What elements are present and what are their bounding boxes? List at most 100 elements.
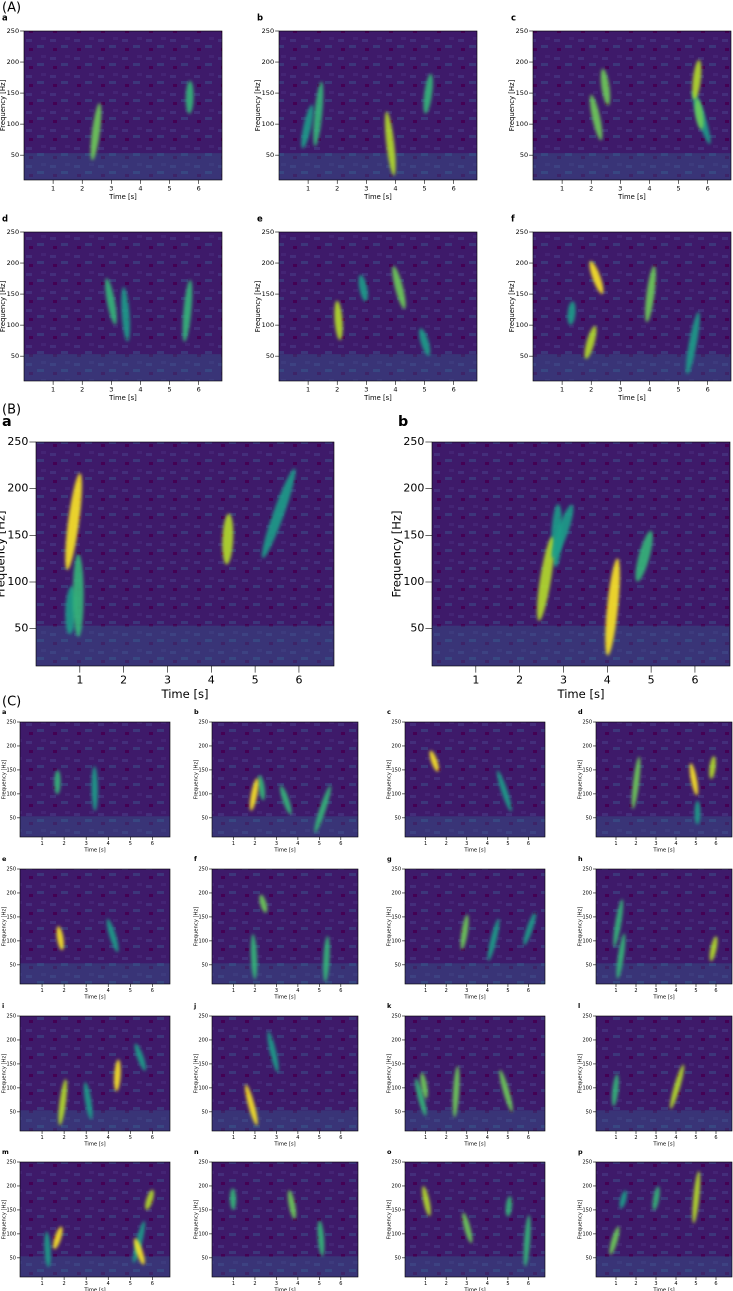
low-band (212, 963, 358, 984)
x-tick-label: 1 (40, 988, 43, 994)
call (605, 558, 620, 656)
call (185, 80, 194, 114)
x-tick-label: 6 (339, 841, 342, 847)
spectrogram (596, 869, 732, 984)
y-tick-label: 50 (202, 815, 208, 821)
call (106, 918, 119, 953)
y-tick-label: 100 (391, 1085, 401, 1091)
low-band (20, 1110, 170, 1131)
y-tick-label: 100 (391, 1231, 401, 1237)
x-tick-label: 6 (151, 988, 154, 994)
call (462, 1212, 473, 1244)
y-tick-label: 100 (403, 575, 424, 588)
x-tick-label: 5 (129, 841, 132, 847)
x-axis-label: Time [s] (363, 394, 392, 402)
y-tick-label: 50 (395, 1109, 401, 1115)
x-tick-label: 1 (560, 184, 564, 192)
y-tick-label: 200 (6, 743, 16, 749)
x-tick-label: 5 (677, 385, 681, 393)
panel-letter: m (2, 1148, 9, 1156)
panel-letter: e (257, 214, 263, 224)
y-tick-label: 100 (516, 120, 528, 128)
y-tick-label: 150 (262, 290, 274, 298)
x-tick-label: 2 (445, 841, 448, 847)
y-tick-label: 100 (7, 321, 19, 329)
y-tick-label: 150 (6, 1061, 16, 1067)
call (611, 1074, 619, 1107)
y-tick-label: 50 (10, 1109, 16, 1115)
low-band (20, 1256, 170, 1277)
low-band (596, 816, 732, 837)
y-tick-label: 50 (586, 1255, 592, 1261)
low-band (405, 963, 545, 984)
x-tick-label: 1 (232, 841, 235, 847)
call (257, 775, 266, 801)
panel-letter: d (2, 214, 8, 224)
x-tick-label: 6 (197, 385, 201, 393)
spectrogram-background (405, 1162, 545, 1277)
y-axis-label: Frequency [Hz] (254, 280, 262, 332)
call (58, 1078, 68, 1126)
call (267, 1031, 279, 1073)
x-tick-label: 2 (445, 1281, 448, 1287)
y-tick-label: 150 (198, 914, 208, 920)
x-tick-label: 4 (296, 1281, 299, 1287)
y-tick-label: 250 (6, 1160, 16, 1166)
panel-letter: c (511, 13, 516, 23)
x-axis-label: Time [s] (463, 1142, 485, 1148)
x-tick-label: 1 (614, 1281, 617, 1287)
x-tick-label: 3 (654, 988, 657, 994)
low-band (596, 1256, 732, 1277)
panel-letter: a (2, 414, 12, 430)
x-tick-label: 4 (486, 1135, 489, 1141)
x-tick-label: 1 (232, 1281, 235, 1287)
y-tick-label: 50 (520, 151, 528, 159)
call (709, 756, 716, 779)
x-tick-label: 2 (335, 385, 339, 393)
panel-letter: c (387, 708, 391, 716)
plot-frame (431, 441, 731, 667)
y-axis-label: Frequency [Hz] (387, 1054, 393, 1094)
y-tick-label: 250 (198, 1014, 208, 1020)
section-label: (A) (2, 1, 21, 16)
x-tick-label: 4 (486, 841, 489, 847)
x-tick-label: 3 (275, 1135, 278, 1141)
low-band (533, 153, 731, 180)
call (420, 1072, 428, 1099)
y-tick-label: 100 (198, 1231, 208, 1237)
x-tick-label: 6 (339, 1135, 342, 1141)
x-tick-label: 4 (486, 1281, 489, 1287)
panel-letter: n (194, 1148, 199, 1156)
y-tick-label: 200 (391, 890, 401, 896)
y-tick-label: 250 (391, 720, 401, 726)
call (90, 103, 102, 161)
call (414, 1078, 427, 1116)
x-tick-label: 1 (51, 184, 55, 192)
x-tick-label: 5 (506, 988, 509, 994)
y-tick-label: 200 (198, 743, 208, 749)
call (616, 933, 626, 979)
call (551, 504, 574, 559)
x-tick-label: 1 (306, 385, 310, 393)
call (523, 1215, 531, 1267)
y-axis-label: Frequency [Hz] (2, 1200, 8, 1240)
x-axis-label: Time [s] (617, 394, 646, 402)
x-tick-label: 2 (445, 1135, 448, 1141)
panel-letter: f (511, 214, 515, 224)
y-tick-label: 150 (391, 914, 401, 920)
call (452, 1065, 460, 1118)
y-tick-label: 200 (6, 1183, 16, 1189)
y-tick-label: 50 (14, 622, 28, 635)
spectrogram-background (405, 722, 545, 837)
x-tick-label: 3 (465, 1281, 468, 1287)
low-band (405, 1110, 545, 1131)
plot-frame (19, 1015, 171, 1132)
spectrogram (20, 1016, 170, 1131)
y-axis-label: Frequency [Hz] (508, 79, 516, 131)
x-tick-label: 5 (506, 841, 509, 847)
y-axis-label: Frequency [Hz] (194, 1054, 200, 1094)
x-tick-label: 5 (648, 673, 655, 686)
x-tick-label: 2 (80, 385, 84, 393)
y-tick-label: 50 (586, 815, 592, 821)
call (145, 1189, 155, 1210)
